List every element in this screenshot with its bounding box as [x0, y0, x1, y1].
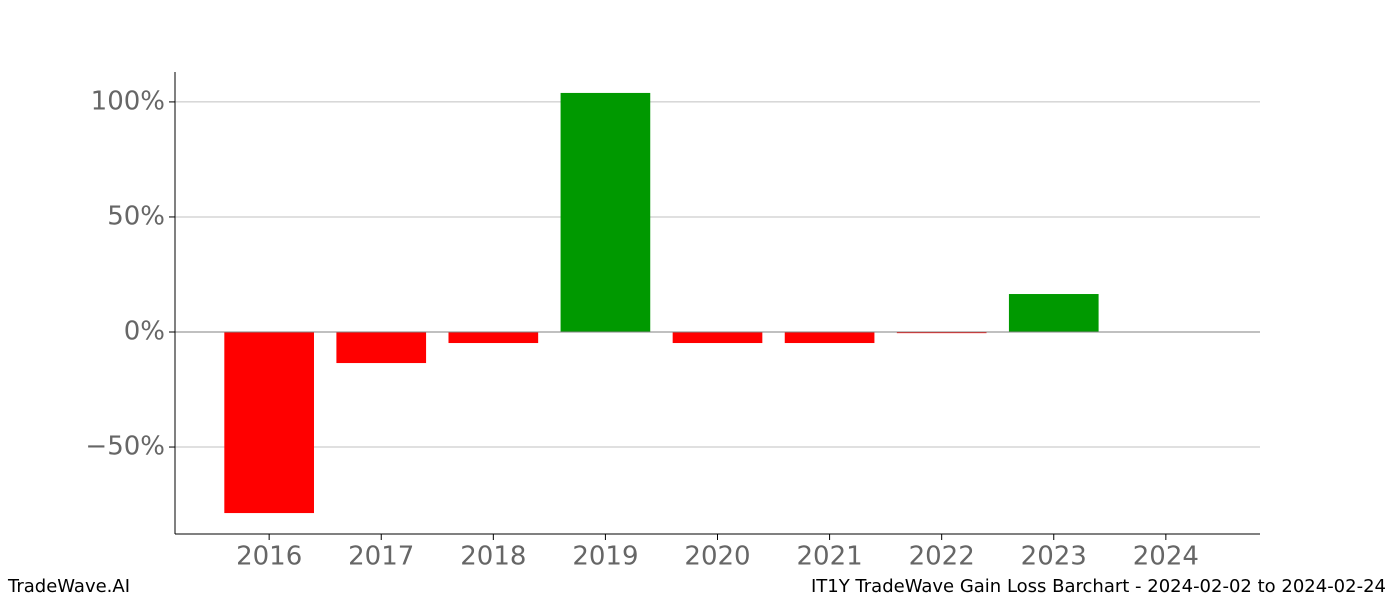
- x-tick-label: 2019: [572, 542, 638, 572]
- bar: [896, 331, 987, 334]
- bar: [560, 92, 651, 332]
- x-tick-label: 2016: [236, 542, 302, 572]
- bar: [1008, 294, 1099, 332]
- x-tick-label: 2018: [460, 542, 526, 572]
- y-tick-label: 0%: [124, 316, 165, 346]
- bar: [672, 331, 763, 344]
- x-tick-label: 2020: [684, 542, 750, 572]
- x-tick-label: 2022: [909, 542, 975, 572]
- bar: [784, 331, 875, 344]
- y-tick-label: 100%: [91, 86, 165, 116]
- y-tick-label: −50%: [85, 432, 165, 462]
- chart-caption: IT1Y TradeWave Gain Loss Barchart - 2024…: [811, 576, 1386, 597]
- brand: TradeWave.AI: [7, 576, 130, 597]
- x-tick-label: 2017: [348, 542, 414, 572]
- bar: [224, 331, 314, 514]
- bar: [448, 331, 539, 344]
- x-tick-label: 2024: [1133, 542, 1199, 572]
- x-tick-label: 2023: [1021, 542, 1087, 572]
- y-tick-label: 50%: [107, 201, 165, 231]
- bar: [336, 331, 427, 364]
- x-tick-label: 2021: [797, 542, 863, 572]
